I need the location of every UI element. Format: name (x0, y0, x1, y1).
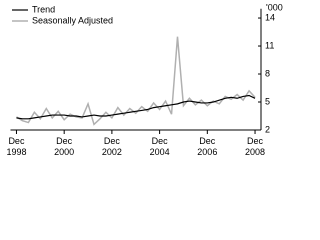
y-tick-label: 2 (265, 124, 270, 134)
legend-label: Trend (32, 4, 55, 14)
x-tick-label: Dec 2006 (197, 136, 218, 157)
legend-label: Seasonally Adjusted (32, 15, 113, 25)
series-line (16, 94, 256, 120)
y-tick-label: 11 (265, 40, 274, 50)
y-tick-label: 5 (265, 96, 270, 106)
y-tick-label: 14 (265, 12, 275, 22)
x-tick-label: Dec 2008 (245, 136, 266, 157)
x-tick-label: Dec 2000 (54, 136, 75, 157)
chart: '000 2 5 8 11 14 Trend Seasonally Adjusted Dec… (6, 2, 283, 157)
x-tick-label: Dec 2002 (101, 136, 122, 157)
x-tick-label: Dec 2004 (149, 136, 170, 157)
y-unit: '000 (266, 2, 283, 12)
y-tick-label: 8 (265, 68, 270, 78)
x-tick-label: Dec 1998 (6, 136, 27, 157)
